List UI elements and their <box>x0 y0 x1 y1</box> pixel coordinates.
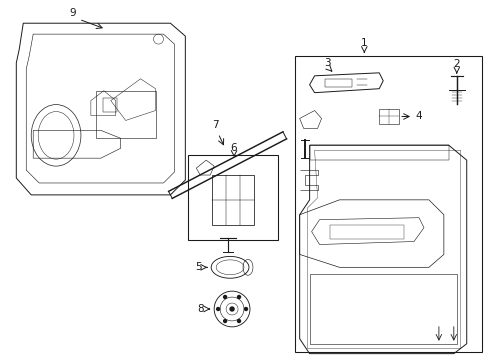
Text: 1: 1 <box>360 38 367 48</box>
Circle shape <box>230 307 234 311</box>
Text: 8: 8 <box>197 304 203 314</box>
Circle shape <box>223 320 226 323</box>
Circle shape <box>223 296 226 298</box>
Bar <box>294 56 481 352</box>
Bar <box>329 225 403 239</box>
Text: 7: 7 <box>211 121 218 130</box>
Circle shape <box>216 307 219 310</box>
Circle shape <box>244 307 247 310</box>
Bar <box>212 175 253 225</box>
Bar <box>324 79 352 87</box>
Bar <box>96 91 155 138</box>
Bar <box>309 274 456 344</box>
Bar <box>379 109 398 125</box>
Text: 5: 5 <box>195 262 201 272</box>
Bar <box>102 98 117 112</box>
Bar <box>309 145 448 160</box>
Circle shape <box>237 320 240 323</box>
Text: 3: 3 <box>324 58 330 68</box>
Bar <box>188 155 277 239</box>
Text: 9: 9 <box>69 8 76 18</box>
Text: 4: 4 <box>415 112 422 121</box>
Circle shape <box>237 296 240 298</box>
Text: 6: 6 <box>230 143 237 153</box>
Text: 2: 2 <box>452 59 459 69</box>
